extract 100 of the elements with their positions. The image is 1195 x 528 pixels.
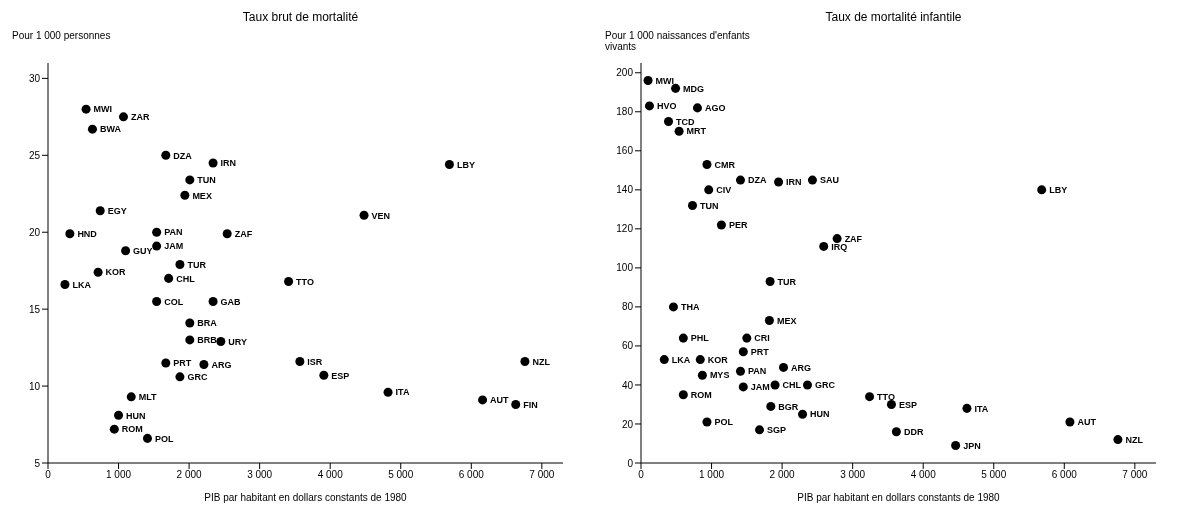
y-tick-label: 20 <box>621 418 634 430</box>
point <box>765 277 775 287</box>
data-label: CHL <box>176 273 196 284</box>
data-label: MEX <box>776 315 797 326</box>
data-label: KOR <box>707 354 729 365</box>
point <box>444 160 454 170</box>
data-label: CMR <box>714 159 736 170</box>
data-label: CHL <box>782 380 802 391</box>
y-axis-title: Pour 1 000 personnes <box>12 30 112 41</box>
point <box>222 229 232 239</box>
data-label: URY <box>228 336 248 347</box>
point <box>65 229 75 239</box>
y-tick-label: 5 <box>34 457 41 469</box>
x-axis-title: PIB par habitant en dollars constants de 1980 <box>797 492 1001 503</box>
data-label: ROM <box>121 424 143 435</box>
y-tick-label: 40 <box>621 379 634 391</box>
data-label: GRC <box>187 372 208 383</box>
data-label: AUT <box>490 395 510 406</box>
point <box>643 76 653 86</box>
point <box>659 355 669 365</box>
point <box>114 410 124 420</box>
x-tick-label: 1 000 <box>699 469 725 481</box>
data-label: BRA <box>197 318 218 329</box>
point <box>152 227 162 237</box>
point <box>175 260 185 270</box>
y-tick-label: 10 <box>28 380 41 392</box>
point <box>1037 185 1047 195</box>
point <box>764 316 774 326</box>
point <box>678 390 688 400</box>
point <box>664 117 674 127</box>
point <box>778 362 789 372</box>
data-label: BRB <box>197 335 218 346</box>
point <box>692 103 702 113</box>
point <box>735 366 745 376</box>
data-label: ZAR <box>131 112 150 123</box>
x-tick-label: 7 000 <box>1122 469 1148 481</box>
data-label: MYS <box>709 370 730 381</box>
point <box>180 190 190 200</box>
point <box>807 175 817 185</box>
x-tick-label: 6 000 <box>1051 469 1078 481</box>
x-tick-label: 2 000 <box>769 469 796 481</box>
data-label: CIV <box>716 185 732 196</box>
point <box>152 241 162 251</box>
point <box>95 206 105 216</box>
data-label: ESP <box>331 370 350 381</box>
data-label: ZAF <box>844 233 863 244</box>
data-label: SAU <box>819 175 839 186</box>
chart-title: Taux de mortalité infantile <box>824 10 963 24</box>
point <box>668 302 678 312</box>
data-label: TTO <box>296 276 314 287</box>
data-label: ISR <box>307 356 323 367</box>
x-tick-label: 4 000 <box>317 469 344 481</box>
y-tick-label: 160 <box>616 145 634 157</box>
data-label: DZA <box>747 175 767 186</box>
point <box>295 356 305 366</box>
x-tick-label: 4 000 <box>910 469 937 481</box>
point <box>126 392 136 402</box>
point <box>738 347 748 357</box>
data-label: KOR <box>105 267 127 278</box>
data-label: BGR <box>778 401 799 412</box>
point <box>687 200 698 210</box>
data-label: PRT <box>750 346 770 357</box>
y-tick-label: 30 <box>28 72 41 84</box>
point <box>208 158 218 168</box>
point <box>798 409 808 419</box>
y-tick-label: 0 <box>627 457 634 469</box>
x-tick-label: 3 000 <box>840 469 866 481</box>
data-label: LKA <box>72 279 92 290</box>
data-label: AUT <box>1077 417 1097 428</box>
data-label: LBY <box>1049 185 1068 196</box>
point <box>199 360 209 370</box>
x-tick-label: 7 000 <box>529 469 555 481</box>
data-label: IRQ <box>831 241 848 252</box>
data-label: CRI <box>754 333 770 344</box>
point <box>865 392 875 402</box>
point <box>118 112 128 122</box>
chart-title: Taux brut de mortalité <box>241 10 360 24</box>
x-tick-label: 2 000 <box>176 469 203 481</box>
point <box>770 380 780 390</box>
data-label: VEN <box>371 210 391 221</box>
data-label: MRT <box>686 126 707 137</box>
point <box>208 296 218 306</box>
y-tick-label: 80 <box>621 301 634 313</box>
point <box>216 336 226 346</box>
point <box>152 296 162 306</box>
data-label: HUN <box>810 409 830 420</box>
point <box>702 159 712 169</box>
data-label: JAM <box>164 241 184 252</box>
data-label: ESP <box>898 399 917 410</box>
point <box>671 83 681 93</box>
data-label: ROM <box>690 389 712 400</box>
data-label: DZA <box>173 150 193 161</box>
point <box>695 355 705 365</box>
data-label: GAB <box>220 296 242 307</box>
data-label: POL <box>714 417 734 428</box>
point <box>755 425 765 435</box>
data-label: MDG <box>683 83 705 94</box>
point <box>886 399 896 409</box>
data-label: PAN <box>747 366 767 377</box>
point <box>704 185 714 195</box>
